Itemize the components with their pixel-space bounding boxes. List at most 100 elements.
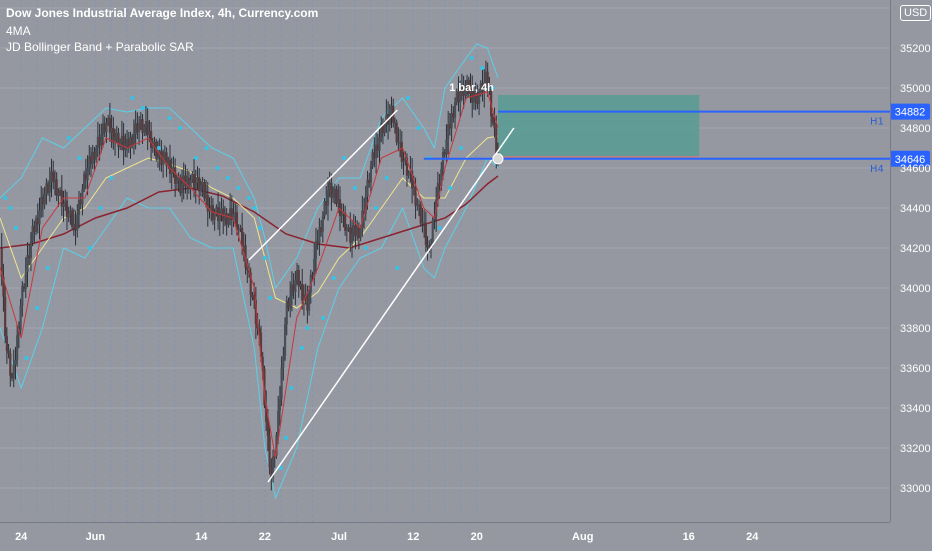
candle-body [486,71,489,84]
sar-dot [284,436,289,440]
candle-body [464,86,467,96]
sar-dot [167,116,172,120]
candle-body [79,199,82,205]
candle-body [419,204,422,224]
candle-body [316,240,319,243]
price-label-box [890,103,930,120]
indicator-label-bollinger[interactable]: JD Bollinger Band + Parabolic SAR [6,40,194,54]
candle-body [196,177,199,183]
candle-body [9,353,12,376]
time-axis[interactable] [0,522,890,551]
candle-body [57,193,60,197]
candle-body [230,208,233,220]
candle-body [447,124,450,140]
candle-body [52,171,55,183]
candle-body [179,177,182,194]
candle-body [441,151,445,169]
candle-body [139,119,142,126]
candle-body [484,71,488,83]
sar-dot [215,166,220,170]
sar-dot [35,306,40,310]
candle-body [374,144,378,159]
candle-body [388,115,391,125]
sar-dot [278,466,283,470]
candle-body [83,173,86,190]
candle-body [345,229,348,231]
candle-body [411,171,414,189]
sar-dot [98,206,103,210]
candle-body [137,125,141,133]
sar-dot [8,206,13,210]
candle-body [150,131,153,148]
candle-body [98,136,101,146]
candle-body [266,422,269,437]
sar-dot [289,386,294,390]
price-axis[interactable] [890,0,932,522]
candle-body [270,467,273,478]
candle-body [376,144,379,151]
candle-body [347,227,350,230]
candle-body [62,203,65,207]
candle-body [290,284,294,297]
candle-body [362,210,366,214]
time-tick-label: 22 [259,531,271,543]
sar-dot [130,96,135,100]
candle-body [163,152,166,159]
candle-body [156,155,160,159]
candle-body [460,84,464,94]
target-zone [497,95,700,156]
candle-body [259,332,263,357]
candle-body [369,165,373,183]
candle-body [292,284,295,292]
candle-body [29,241,33,259]
candle-body [143,127,146,134]
candle-body [38,210,41,225]
candle-body [459,93,462,103]
sar-dot [342,156,347,160]
candle-body [445,139,448,155]
candle-body [165,152,168,166]
candle-body [378,137,381,151]
candle-body [330,182,333,198]
sar-dot [252,206,257,210]
price-tick-label: 34800 [900,123,931,135]
candle-body [88,156,91,169]
sar-dot [374,206,379,210]
candle-body [349,227,352,243]
channel-lower-line [267,127,515,483]
candle-body [84,173,87,181]
candle-body [232,213,235,220]
sar-dot [458,146,463,150]
candle-body [33,225,36,232]
candle-body [223,213,227,222]
candle-body [443,151,446,155]
candle-body [91,151,94,164]
currency-badge[interactable]: USD [900,5,932,21]
candle-body [251,294,254,298]
candle-body [328,182,331,191]
candle-body [477,93,481,105]
indicator-label-ma[interactable]: 4MA [6,24,31,38]
candle-body [282,355,285,368]
candle-body [268,436,271,468]
candle-body [402,160,405,162]
candle-body [421,222,424,224]
candle-body [117,132,120,148]
candle-body [244,245,247,268]
candle-body [440,168,443,186]
candle-body [385,114,388,124]
candle-body [19,305,22,331]
candle-body [7,350,10,354]
candle-body [204,195,208,199]
candle-body [258,328,261,333]
candle-body [210,205,213,209]
candle-body [254,299,257,324]
sar-dot [194,156,199,160]
ma-slow-line [0,175,499,249]
candle-body [48,182,51,193]
candle-body [325,201,328,206]
candle-body [313,258,316,277]
candle-body [242,245,245,247]
